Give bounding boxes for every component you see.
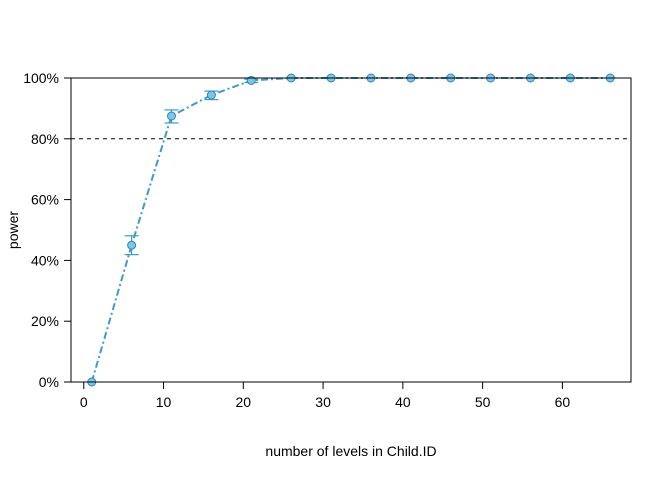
y-axis-title: power [5, 211, 21, 249]
x-tick-label-40: 40 [395, 394, 411, 410]
x-tick-label-10: 10 [156, 394, 172, 410]
series-layer [87, 73, 615, 387]
y-tick-label-1: 20% [31, 313, 59, 329]
y-tick-label-5: 100% [23, 70, 59, 86]
y-tick-label-4: 80% [31, 131, 59, 147]
data-point-11 [167, 111, 177, 121]
series-line-0 [90, 77, 611, 383]
y-tick-label-3: 60% [31, 192, 59, 208]
y-tick-label-2: 40% [31, 252, 59, 268]
axes-layer: 0 10 20 30 40 50 60 0% 20% 40% 60% 80% 100% [23, 70, 570, 410]
data-point-16 [206, 90, 216, 100]
x-tick-label-50: 50 [475, 394, 491, 410]
y-tick-label-0: 0% [39, 374, 59, 390]
x-tick-label-20: 20 [236, 394, 252, 410]
data-point-6 [127, 240, 137, 250]
x-tick-label-30: 30 [315, 394, 331, 410]
plot-frame [70, 77, 632, 383]
x-tick-label-0: 0 [80, 394, 88, 410]
x-axis-title: number of levels in Child.ID [265, 443, 436, 459]
x-tick-label-60: 60 [555, 394, 571, 410]
